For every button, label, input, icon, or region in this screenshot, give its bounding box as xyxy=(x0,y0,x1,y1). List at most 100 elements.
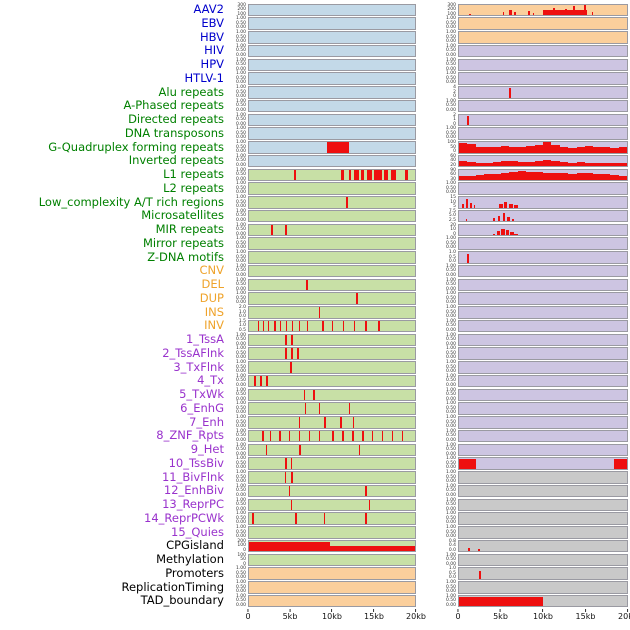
data-segment xyxy=(502,213,505,222)
track-row: AAV2 300 200 100 300 200 100 xyxy=(0,3,630,17)
track-row: L1 repeats 1.00 0.50 0.00 90 60 30 xyxy=(0,168,630,182)
data-segment xyxy=(543,142,552,153)
y-tick-label: 0.00 xyxy=(445,492,456,498)
data-segment xyxy=(284,334,287,346)
y-tick-label: 0.50 xyxy=(445,405,456,411)
y-tick-label: 0.00 xyxy=(235,589,246,595)
x-axis-right: 0 5kb 10kb 15kb 20kb xyxy=(455,609,630,625)
track-label: 15_Quies xyxy=(171,524,224,539)
y-tick-label: 0.50 xyxy=(445,282,456,288)
y-axis-ticks-right: 1.00 0.50 0.00 xyxy=(440,361,458,374)
track-plot-right xyxy=(458,567,628,580)
track-plot-right xyxy=(458,429,628,443)
y-tick-label: 1.00 xyxy=(235,250,246,256)
y-tick-label: 0.50 xyxy=(235,34,246,40)
y-tick-label: 1.00 xyxy=(235,85,246,91)
y-tick-label: 1.00 xyxy=(445,593,456,599)
y-tick-label: 0.00 xyxy=(445,396,456,402)
y-axis-ticks-left: 1.00 0.50 0.00 xyxy=(230,72,248,85)
y-tick-label: 1.00 xyxy=(235,415,246,421)
y-tick-label: 0.00 xyxy=(235,300,246,306)
x-tick: 15kb xyxy=(576,609,595,622)
track-row: 9_Het 1.00 0.50 0.00 1.00 0.50 0.00 xyxy=(0,443,630,457)
y-tick-label: 0.50 xyxy=(445,309,456,315)
data-segment xyxy=(568,173,577,181)
data-segment xyxy=(459,143,468,153)
data-segment xyxy=(514,11,517,16)
y-tick-label: 0.50 xyxy=(235,185,246,191)
data-segment xyxy=(368,499,371,511)
track-label: INS xyxy=(204,304,224,319)
data-segment xyxy=(510,231,514,236)
track-plot-right xyxy=(458,581,628,594)
y-tick-label: 0.00 xyxy=(445,602,456,608)
data-segment xyxy=(306,279,308,291)
y-axis-ticks-right: 1.00 0.50 0.00 xyxy=(440,127,458,140)
y-tick-label: 0.00 xyxy=(235,369,246,375)
y-axis-ticks-right: 1.00 0.50 0.00 xyxy=(440,58,458,71)
track-label: Z-DNA motifs xyxy=(147,249,224,264)
y-tick-label: 300 xyxy=(447,2,456,8)
y-axis-ticks-left: 1.00 0.50 0.00 xyxy=(230,196,248,209)
data-segment xyxy=(252,513,254,524)
track-row: Methylation 100 50 0 1.00 0.50 0.00 xyxy=(0,553,630,567)
y-axis-ticks-right: 1.0 0.5 0.0 xyxy=(440,251,458,265)
y-tick-label: 60 xyxy=(450,172,456,178)
y-tick-label: 0.00 xyxy=(445,437,456,443)
track-label: Directed repeats xyxy=(128,112,224,127)
data-segment xyxy=(285,320,287,332)
track-row: INV 1.5 1.0 0.5 1.00 0.50 0.00 xyxy=(0,319,630,333)
track-plot-left xyxy=(248,402,416,415)
x-tick: 0 xyxy=(455,609,461,622)
y-axis-ticks-left: 1.00 0.50 0.00 xyxy=(230,264,248,277)
y-tick-label: 0.50 xyxy=(445,584,456,590)
y-tick-label: 0.00 xyxy=(235,190,246,196)
y-axis-ticks-right: 1.00 0.50 0.00 xyxy=(440,526,458,539)
y-axis-ticks-left: 1.00 0.50 0.00 xyxy=(230,484,248,497)
x-tick-label: 15kb xyxy=(364,612,384,621)
data-segment xyxy=(291,334,294,346)
data-segment xyxy=(475,146,485,153)
data-segment xyxy=(352,417,355,428)
y-tick-label: 0.00 xyxy=(445,39,456,45)
y-tick-label: 1.00 xyxy=(235,167,246,173)
y-tick-label: 0.50 xyxy=(445,20,456,26)
y-tick-label: 0.5 xyxy=(238,327,246,333)
y-tick-label: 0.00 xyxy=(235,66,246,72)
y-tick-label: 200 xyxy=(447,7,456,13)
data-segment xyxy=(591,11,594,16)
track-row: Z-DNA motifs 1.00 0.50 0.00 1.0 0.5 0.0 xyxy=(0,251,630,265)
track-plot-left xyxy=(248,86,416,99)
track-plot-right xyxy=(458,443,628,457)
y-tick-label: 0.50 xyxy=(235,447,246,453)
y-axis-ticks-left: 300 200 100 xyxy=(230,3,248,16)
y-axis-ticks-right: 1.00 0.50 0.00 xyxy=(440,457,458,470)
y-tick-label: 1.00 xyxy=(445,98,456,104)
y-axis-ticks-right: 1.00 0.50 0.00 xyxy=(440,31,458,45)
track-label: 3_TxFlnk xyxy=(173,359,224,374)
y-tick-label: 1.00 xyxy=(235,277,246,283)
track-row: 1_TssA 1.00 0.50 0.00 1.00 0.50 0.00 xyxy=(0,333,630,347)
track-plot-right xyxy=(458,402,628,415)
data-segment xyxy=(284,472,287,483)
data-segment xyxy=(332,320,334,332)
y-tick-label: 0.00 xyxy=(445,341,456,347)
data-segment xyxy=(498,216,501,222)
data-segment xyxy=(568,147,577,153)
track-row: HTLV-1 1.00 0.50 0.00 1.00 0.50 0.00 xyxy=(0,72,630,86)
y-axis-ticks-right: 0.8 0.4 0.0 xyxy=(440,539,458,552)
y-axis-ticks-left: 1.00 0.50 0.00 xyxy=(230,374,248,387)
data-segment xyxy=(499,204,503,208)
data-segment xyxy=(469,203,472,208)
track-plot-right xyxy=(458,374,628,388)
y-tick-label: 0.00 xyxy=(235,396,246,402)
y-axis-ticks-right: 20 10 0 xyxy=(440,223,458,236)
y-tick-label: 0.50 xyxy=(235,502,246,508)
data-segment xyxy=(610,163,619,167)
y-tick-label: 0.0 xyxy=(448,259,456,265)
data-segment xyxy=(298,430,301,442)
track-plot-left xyxy=(248,223,416,237)
y-tick-label: 1.00 xyxy=(445,552,456,558)
y-tick-label: 0.50 xyxy=(235,392,246,398)
data-segment xyxy=(514,205,518,208)
